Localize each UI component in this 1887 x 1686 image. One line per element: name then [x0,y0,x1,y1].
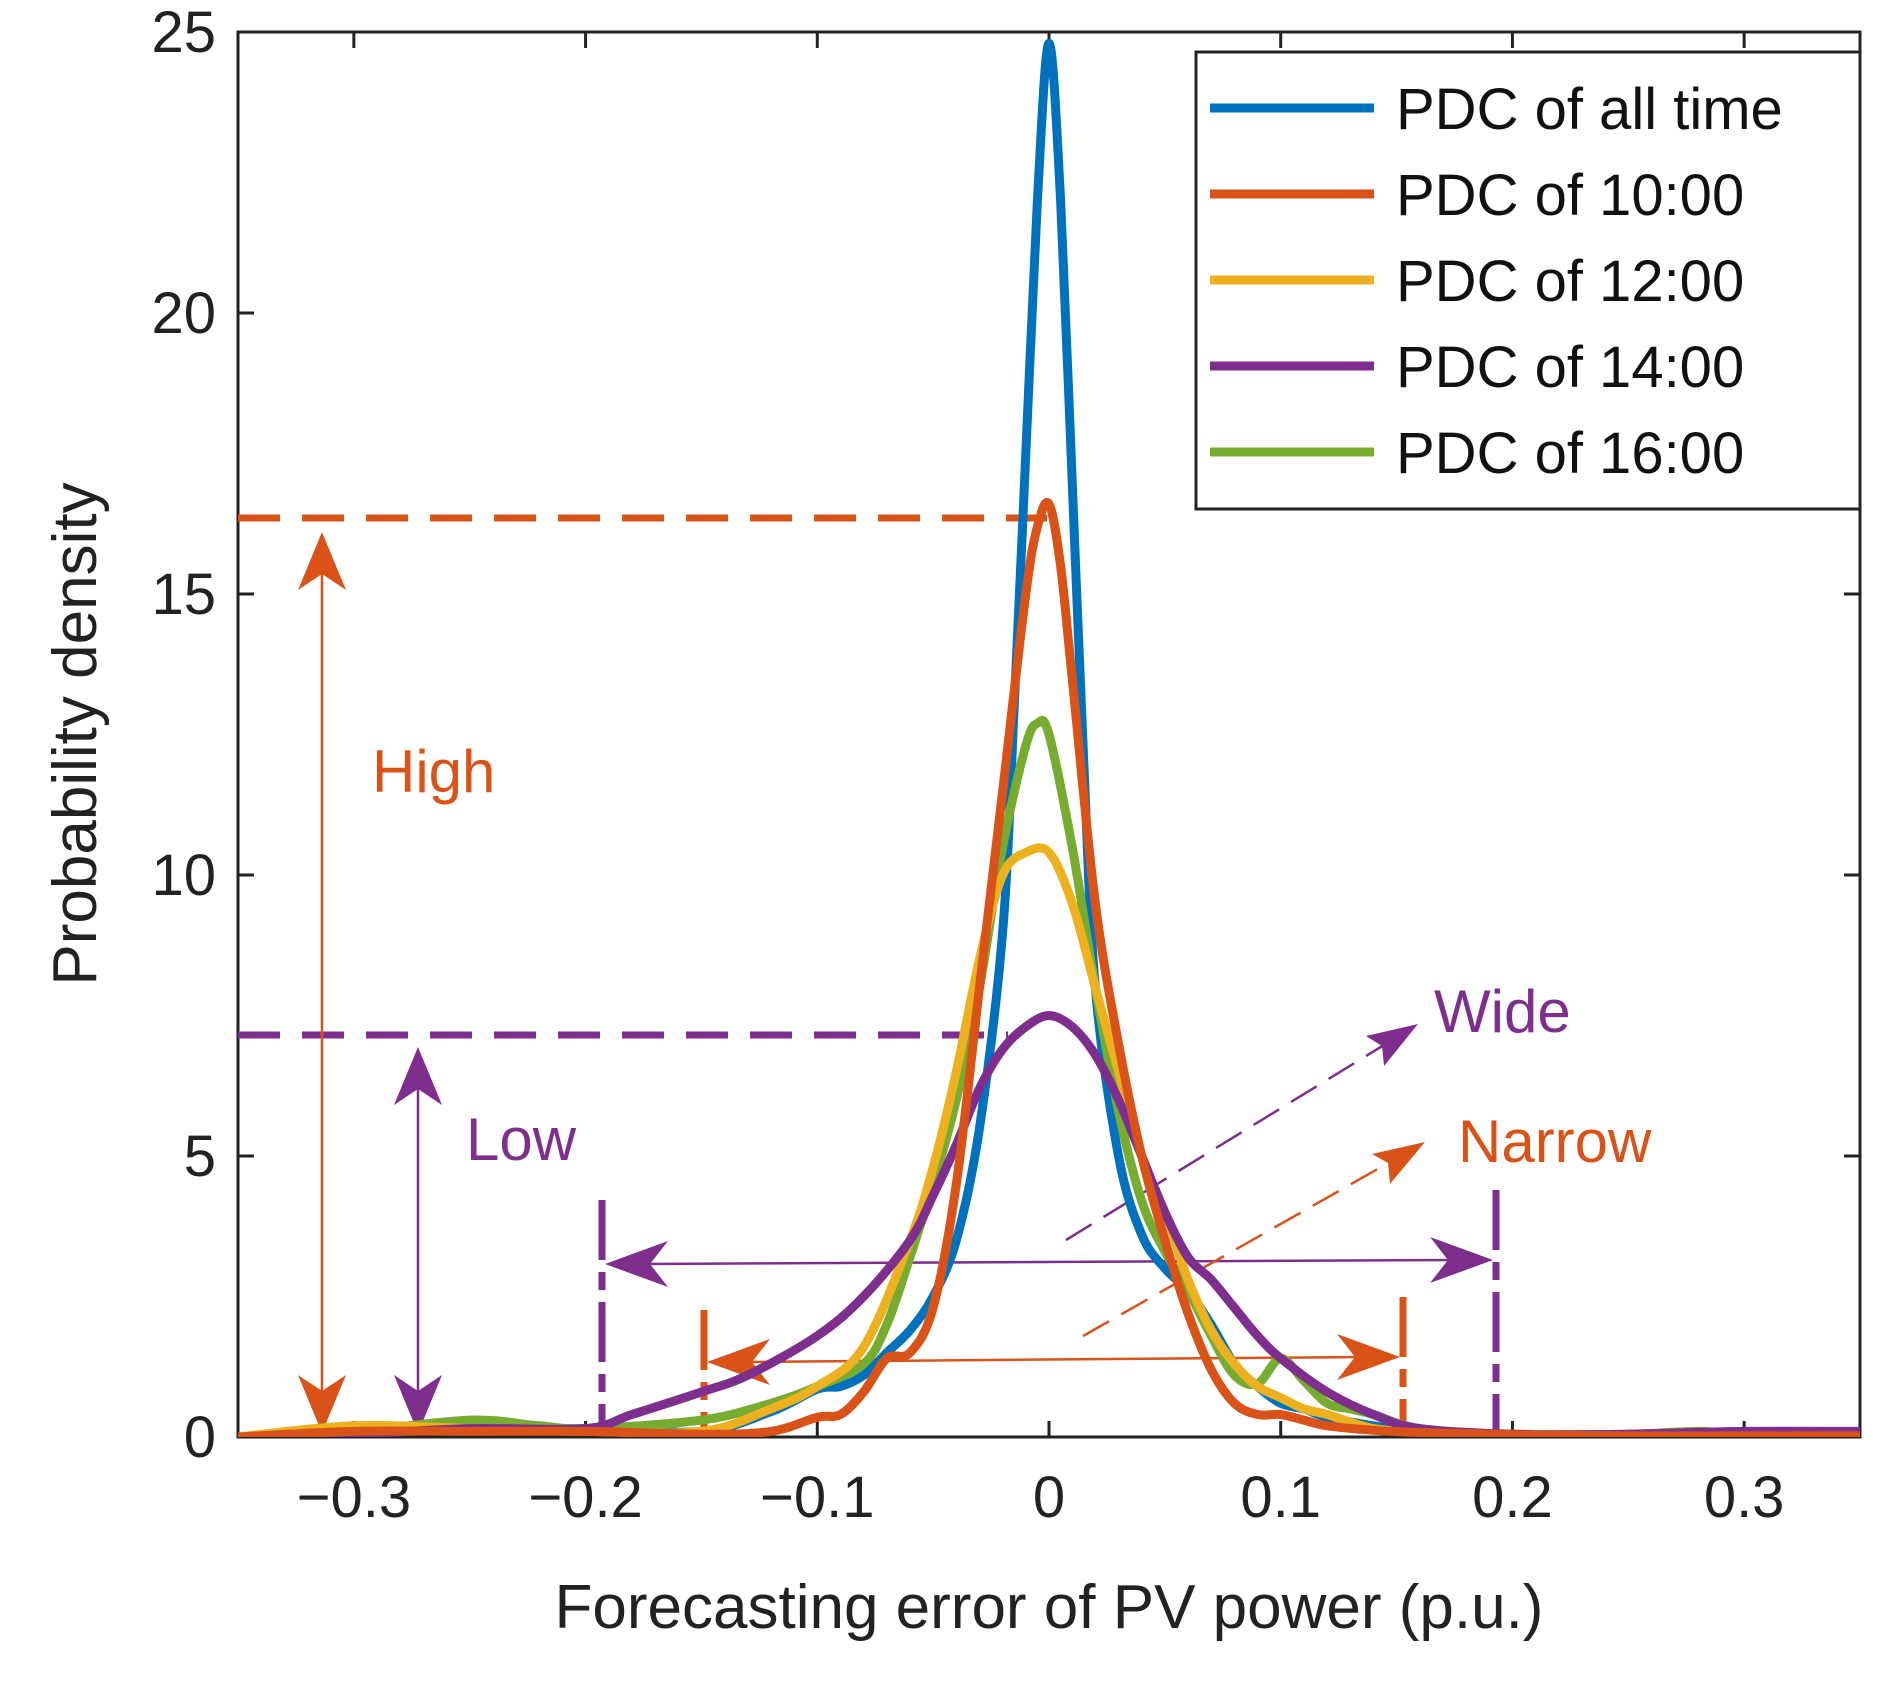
low-label: Low [466,1106,577,1173]
legend-label: PDC of 16:00 [1396,421,1744,486]
wide-diagonal-dashed [1065,1043,1385,1242]
narrow-arrow-head-right [1337,1334,1400,1380]
narrow-label: Narrow [1458,1108,1652,1175]
wide-diagonal-head [1366,1024,1418,1066]
wide-arrow-shaft [639,1258,1461,1266]
y-tick-label: 0 [184,1405,216,1470]
x-axis-ticks: −0.3 −0.2 −0.1 0 0.1 0.2 0.3 [297,32,1785,1530]
wide-arrow-head-right [1430,1237,1493,1283]
y-axis-ticks: 0 5 10 15 20 25 [151,0,1860,1470]
legend: PDC of all time PDC of 10:00 PDC of 12:00 P… [1194,50,1862,511]
y-tick-label: 20 [151,281,216,346]
y-tick-label: 25 [151,0,216,65]
low-arrow-head-top [394,1047,442,1105]
narrow-diagonal-head [1372,1142,1425,1184]
high-arrow-head-bottom [298,1375,346,1433]
high-arrow-head-top [298,532,346,590]
x-tick-label: 0.2 [1472,1465,1553,1530]
annotations: High Low Wide Narrow [238,514,1652,1436]
narrow-arrow-shaft [739,1355,1371,1364]
narrow-diagonal-dashed [1082,1160,1391,1338]
high-label: High [372,738,495,805]
x-tick-label: 0.1 [1240,1465,1321,1530]
x-tick-label: −0.2 [528,1465,643,1530]
legend-label: PDC of 10:00 [1396,163,1744,228]
legend-label: PDC of 12:00 [1396,249,1744,314]
y-tick-label: 10 [151,843,216,908]
x-tick-label: −0.3 [297,1465,412,1530]
y-tick-label: 15 [151,562,216,627]
wide-label: Wide [1434,978,1571,1045]
y-tick-label: 5 [184,1124,216,1189]
low-arrow-head-bottom [394,1375,442,1433]
series-line-1 [238,498,1860,1437]
series-layer [238,38,1860,1437]
y-axis-title: Probability density [41,482,110,985]
x-axis-title: Forecasting error of PV power (p.u.) [555,1573,1544,1642]
x-tick-label: −0.1 [760,1465,875,1530]
series-line-3 [238,1011,1860,1437]
x-tick-label: 0.3 [1704,1465,1785,1530]
wide-arrow-head-left [605,1241,668,1287]
legend-label: PDC of all time [1396,77,1783,142]
x-tick-label: 0 [1033,1465,1065,1530]
legend-label: PDC of 14:00 [1396,335,1744,400]
